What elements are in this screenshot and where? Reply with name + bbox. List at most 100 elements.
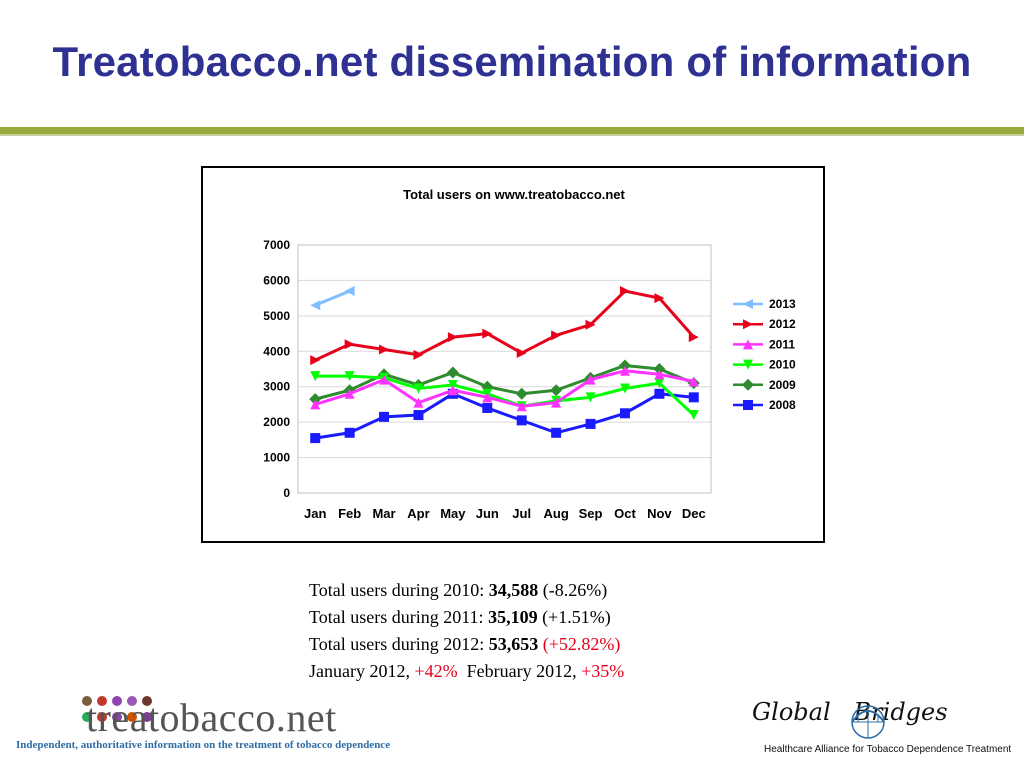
stats-line-2012: Total users during 2012: 53,653 (+52.82%… <box>309 631 769 658</box>
data-point-2008 <box>688 392 699 403</box>
global-bridges-logo: Global Bridges Healthcare Alliance for T… <box>750 698 1012 764</box>
chart-frame: Total users on www.treatobacco.net 0 1000… <box>201 166 825 543</box>
data-point-2011 <box>344 388 355 399</box>
data-point-2008 <box>482 402 493 413</box>
x-tick-label: Jul <box>512 506 531 521</box>
data-point-2010 <box>654 378 665 389</box>
data-point-2013 <box>344 286 355 297</box>
series-line-2008 <box>314 392 694 440</box>
legend-marker-2012 <box>743 319 753 330</box>
stats-2011-change: (+1.51%) <box>537 607 611 627</box>
data-point-2008 <box>551 427 562 438</box>
x-tick-label: Jun <box>476 506 499 521</box>
x-tick-label: Feb <box>338 506 361 521</box>
x-tick-label: Apr <box>407 506 429 521</box>
stats-january-label: January 2012, <box>309 661 415 681</box>
legend-label-2008: 2008 <box>769 398 796 412</box>
data-point-2008 <box>654 388 665 399</box>
data-point-2011 <box>413 397 424 408</box>
stats-2010-value: 34,588 <box>488 580 539 600</box>
series-line-2011 <box>314 369 695 408</box>
data-point-2012 <box>413 349 424 360</box>
logo-dot <box>112 712 122 722</box>
legend-marker-2011 <box>743 339 753 350</box>
data-point-2010 <box>688 410 699 421</box>
page-title: Treatobacco.net dissemination of informa… <box>52 38 972 85</box>
data-point-2010 <box>619 383 630 394</box>
legend-label-2010: 2010 <box>769 358 796 372</box>
y-tick-label: 1000 <box>263 451 290 465</box>
data-point-2012 <box>619 286 630 297</box>
legend-marker-2008 <box>743 400 753 410</box>
legend-marker-2009 <box>742 378 754 391</box>
data-point-2008 <box>585 418 596 429</box>
data-point-2012 <box>585 319 596 330</box>
legend-marker-2010 <box>743 359 753 370</box>
logo-dot <box>82 696 92 706</box>
data-point-2011 <box>585 374 596 385</box>
logo-dot <box>127 696 137 706</box>
global-bridges-tagline: Healthcare Alliance for Tobacco Dependen… <box>764 744 1012 755</box>
title-divider-shadow <box>0 134 1024 136</box>
stats-january-change: +42% <box>414 661 458 681</box>
data-point-2011 <box>447 385 458 396</box>
x-tick-label: Jan <box>304 506 326 521</box>
data-point-2009 <box>618 359 631 372</box>
y-tick-label: 5000 <box>263 309 290 323</box>
x-tick-label: Sep <box>579 506 603 521</box>
stats-2011-label: Total users during 2011: <box>309 607 489 627</box>
data-point-2012 <box>344 339 355 350</box>
data-point-2010 <box>310 371 321 382</box>
stats-2010-label: Total users during 2010: <box>309 580 489 600</box>
stats-2012-label: Total users during 2012: <box>309 634 489 654</box>
logo-dot <box>142 696 152 706</box>
x-tick-label: May <box>440 506 466 521</box>
y-tick-label: 4000 <box>263 344 290 358</box>
data-point-2012 <box>516 348 527 359</box>
y-tick-label: 3000 <box>263 380 290 394</box>
logo-dot <box>127 712 137 722</box>
data-point-2009 <box>515 387 528 400</box>
legend-label-2013: 2013 <box>769 297 796 311</box>
data-point-2011 <box>619 365 630 376</box>
data-point-2011 <box>310 399 321 410</box>
data-point-2011 <box>654 369 665 380</box>
chart: Total users on www.treatobacco.net 0 1000… <box>263 187 796 521</box>
logo-dot <box>82 712 92 722</box>
data-point-2008 <box>379 411 390 422</box>
data-point-2009 <box>309 393 322 406</box>
stats-line-monthly: January 2012, +42% February 2012, +35% <box>309 658 769 685</box>
chart-title: Total users on www.treatobacco.net <box>403 187 625 202</box>
data-point-2009 <box>550 384 563 397</box>
legend-label-2009: 2009 <box>769 378 796 392</box>
x-tick-label: Nov <box>647 506 672 521</box>
stats-2012-change: (+52.82%) <box>538 634 621 654</box>
title-divider <box>0 127 1024 134</box>
y-tick-label: 2000 <box>263 415 290 429</box>
data-point-2008 <box>516 415 527 426</box>
data-point-2009 <box>446 366 459 379</box>
data-point-2011 <box>379 374 390 385</box>
stats-line-2011: Total users during 2011: 35,109 (+1.51%) <box>309 604 769 631</box>
data-point-2008 <box>619 408 630 419</box>
logo-dot <box>97 712 107 722</box>
data-point-2008 <box>413 410 424 421</box>
data-point-2012 <box>482 328 493 339</box>
treatobacco-logo: treatobacco.net Independent, authoritati… <box>16 692 416 762</box>
data-point-2008 <box>344 427 355 438</box>
y-tick-label: 6000 <box>263 273 290 287</box>
data-point-2010 <box>344 371 355 382</box>
data-point-2012 <box>310 355 321 366</box>
legend-marker-2013 <box>743 299 753 309</box>
plot-area <box>297 244 712 494</box>
stats-february-change: +35% <box>581 661 625 681</box>
stats-2012-value: 53,653 <box>488 634 539 654</box>
series-line-2013 <box>314 289 351 307</box>
legend-label-2012: 2012 <box>769 317 796 331</box>
stats-february-label: February 2012, <box>457 661 582 681</box>
x-tick-label: Aug <box>543 506 568 521</box>
data-point-2010 <box>413 383 424 394</box>
data-point-2012 <box>379 344 390 355</box>
data-point-2012 <box>551 330 562 341</box>
stats-2011-value: 35,109 <box>488 607 538 627</box>
